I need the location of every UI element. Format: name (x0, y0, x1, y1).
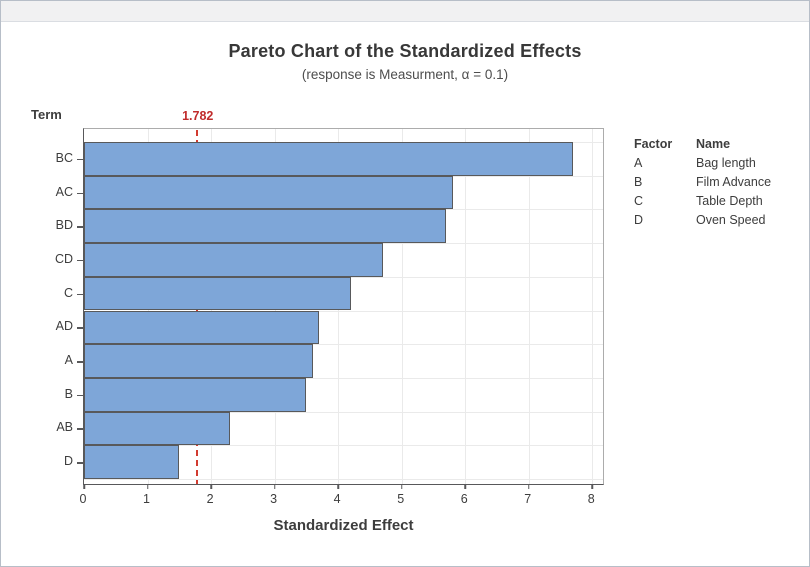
legend-factor-B: B (634, 175, 643, 189)
bar-BC[interactable] (84, 142, 574, 176)
x-tick-label-1: 1 (143, 492, 151, 506)
x-tick-label-6: 6 (460, 492, 468, 506)
window-top-strip (1, 1, 809, 22)
vertical-gridline (465, 129, 467, 484)
bar-A[interactable] (84, 344, 313, 378)
x-tick-mark (337, 484, 339, 489)
y-tick-mark (76, 394, 83, 397)
y-tick-mark (76, 462, 83, 464)
reference-line-label: 1.782 (182, 109, 214, 123)
category-label-BC: BC (55, 150, 73, 165)
legend-factor-D: D (634, 213, 644, 227)
x-tick-mark (464, 484, 466, 489)
x-tick-mark (528, 484, 530, 489)
x-tick-label-5: 5 (397, 492, 405, 506)
category-label-AB: AB (56, 420, 73, 435)
x-tick-mark (400, 484, 403, 489)
x-tick-mark (273, 484, 276, 489)
y-tick-mark (76, 293, 83, 296)
legend-factor-C: C (634, 194, 644, 208)
category-label-AD: AD (55, 319, 73, 334)
x-tick-label-0: 0 (79, 492, 87, 506)
x-tick-mark (210, 484, 212, 489)
vertical-gridline (592, 129, 594, 484)
legend-name-C: Table Depth (696, 194, 763, 208)
bar-BD[interactable] (84, 209, 447, 244)
x-tick-mark (83, 484, 85, 489)
horizontal-gridline (84, 479, 603, 480)
bar-AD[interactable] (84, 310, 320, 345)
bar-AC[interactable] (84, 175, 453, 210)
legend-factor-A: A (634, 156, 643, 170)
category-label-AC: AC (55, 184, 73, 199)
legend-name-A: Bag length (696, 156, 756, 170)
horizontal-gridline (84, 377, 603, 379)
category-label-CD: CD (54, 251, 73, 266)
y-tick-mark (76, 327, 83, 329)
horizontal-gridline (84, 344, 603, 346)
chart-subtitle: (response is Measurment, α = 0.1) (301, 67, 509, 82)
y-tick-mark (76, 361, 83, 363)
legend-name-B: Film Advance (696, 175, 772, 189)
y-tick-mark (76, 192, 83, 195)
y-tick-mark (76, 259, 83, 262)
x-tick-labels: 0 1 2 3 4 5 6 7 8 (79, 492, 604, 508)
bar-C[interactable] (84, 276, 351, 311)
category-label-A: A (64, 353, 73, 368)
vertical-gridline (401, 129, 403, 484)
bar-D[interactable] (84, 445, 180, 479)
category-label-C: C (63, 285, 73, 300)
vertical-gridline (528, 129, 530, 484)
category-label-D: D (63, 454, 73, 469)
y-tick-mark (76, 158, 83, 161)
x-axis-title: Standardized Effect (273, 517, 414, 534)
category-label-BD: BD (55, 218, 73, 233)
horizontal-gridline (84, 411, 603, 413)
y-axis-title: Term (31, 107, 62, 122)
x-tick-label-4: 4 (333, 492, 341, 506)
bar-CD[interactable] (84, 243, 383, 277)
category-axis-labels: BC AC BD CD C AD A B AB D (1, 128, 73, 485)
bar-AB[interactable] (84, 411, 231, 446)
x-tick-label-2: 2 (206, 492, 214, 506)
y-tick-mark (76, 428, 83, 430)
legend-header-factor: Factor (634, 137, 673, 151)
bar-B[interactable] (84, 377, 307, 412)
factor-legend: Factor Name A Bag length B Film Advance C Tab… (634, 137, 772, 228)
horizontal-gridline (84, 310, 603, 312)
x-tick-mark (591, 484, 594, 489)
legend-name-D: Oven Speed (696, 213, 766, 227)
x-tick-mark (146, 484, 149, 489)
x-tick-label-8: 8 (587, 492, 595, 506)
plot-area (76, 128, 604, 489)
y-tick-mark (76, 226, 83, 228)
chart-title: Pareto Chart of the Standardized Effects (228, 41, 582, 61)
category-label-B: B (64, 386, 73, 401)
legend-header-name: Name (696, 137, 731, 151)
x-tick-label-7: 7 (524, 492, 532, 506)
horizontal-gridline (84, 445, 603, 447)
x-tick-label-3: 3 (270, 492, 278, 506)
